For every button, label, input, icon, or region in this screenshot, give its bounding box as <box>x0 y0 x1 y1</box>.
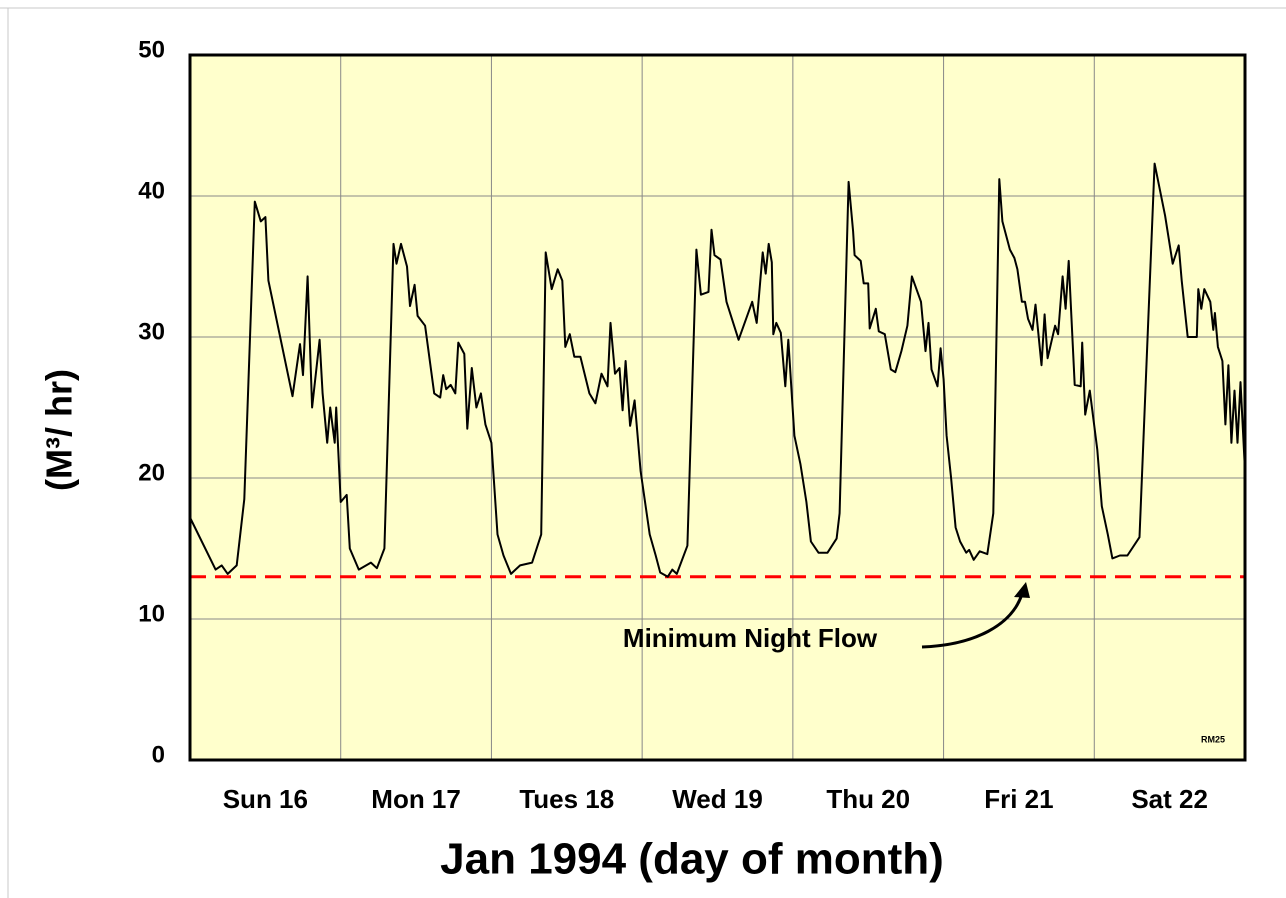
y-tick-label: 40 <box>138 177 165 204</box>
annotation-arrowhead <box>1014 582 1030 598</box>
y-tick-label: 10 <box>138 600 165 627</box>
y-tick-label: 0 <box>152 741 165 768</box>
y-axis-title: (M³/ hr) <box>39 369 80 491</box>
y-tick-label: 50 <box>138 36 165 63</box>
x-tick-label: Mon 17 <box>371 784 461 814</box>
x-axis-title: Jan 1994 (day of month) <box>440 835 944 884</box>
flow-line <box>189 162 1246 578</box>
annotation-arrow <box>921 593 1024 649</box>
x-tick-label: Fri 21 <box>984 784 1053 814</box>
x-tick-label: Thu 20 <box>826 784 910 814</box>
x-tick-label: Tues 18 <box>519 784 614 814</box>
x-tick-label: Wed 19 <box>672 784 763 814</box>
plot-area: 0 10 20 30 40 50 Sun 16 Mon 17 Tues 18 Wed 19 Thu … <box>138 36 1247 814</box>
plot-background <box>190 55 1245 760</box>
x-tick-label: Sat 22 <box>1131 784 1208 814</box>
y-tick-label: 20 <box>138 459 165 486</box>
x-tick-label: Sun 16 <box>223 784 308 814</box>
note: RM25 <box>1201 734 1225 744</box>
y-tick-label: 30 <box>138 318 165 345</box>
plot-border <box>188 53 1247 762</box>
annotation: Minimum Night Flow <box>623 623 878 653</box>
